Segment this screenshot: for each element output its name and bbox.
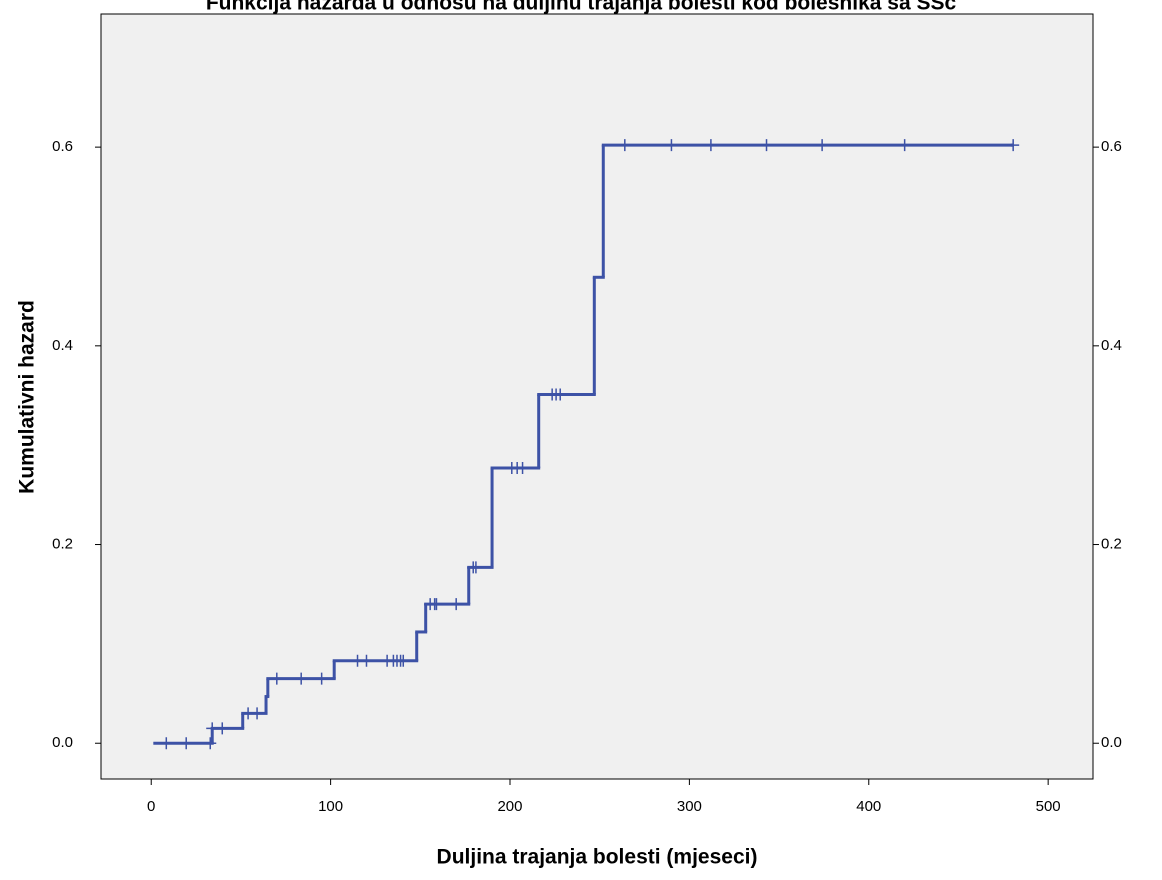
- censor-mark: [430, 598, 443, 611]
- x-tick-label: 400: [856, 798, 881, 815]
- censor-mark: [816, 139, 829, 152]
- censor-mark: [760, 139, 773, 152]
- x-tick-label: 100: [318, 798, 343, 815]
- censor-mark: [160, 737, 173, 750]
- censor-mark: [704, 139, 717, 152]
- censor-mark: [450, 598, 463, 611]
- censor-mark: [898, 139, 911, 152]
- y-tick-label: 0.2: [52, 536, 73, 553]
- x-tick-label: 300: [677, 798, 702, 815]
- plot-area: [100, 13, 1094, 780]
- censor-mark: [618, 139, 631, 152]
- y2-tick-label: 0.4: [1101, 337, 1122, 354]
- censor-mark: [180, 737, 193, 750]
- y2-tick-label: 0.2: [1101, 536, 1122, 553]
- censor-mark: [251, 707, 264, 720]
- x-tick-label: 500: [1036, 798, 1061, 815]
- y2-tick-label: 0.0: [1101, 734, 1122, 751]
- y-tick-label: 0.6: [52, 138, 73, 155]
- chart-title: Funkcija hazarda u odnosu na duljinu tra…: [206, 0, 957, 15]
- x-tick-label: 200: [497, 798, 522, 815]
- x-axis-label: Duljina trajanja bolesti (mjeseci): [437, 846, 758, 869]
- censor-mark: [665, 139, 678, 152]
- censor-mark: [315, 672, 328, 685]
- censor-mark: [469, 561, 482, 574]
- y-tick-label: 0.0: [52, 734, 73, 751]
- x-tick-label: 0: [147, 798, 155, 815]
- censor-mark: [216, 722, 229, 735]
- censor-mark: [1007, 139, 1020, 152]
- censor-mark: [360, 654, 373, 667]
- censor-mark: [516, 462, 529, 475]
- censor-mark: [295, 672, 308, 685]
- censor-mark: [206, 722, 219, 735]
- censor-mark: [397, 654, 410, 667]
- censor-mark: [270, 672, 283, 685]
- censor-mark: [554, 388, 567, 401]
- censor-mark: [204, 737, 217, 750]
- y2-tick-label: 0.6: [1101, 138, 1122, 155]
- y-axis-label: Kumulativni hazard: [16, 300, 39, 494]
- y-tick-label: 0.4: [52, 337, 73, 354]
